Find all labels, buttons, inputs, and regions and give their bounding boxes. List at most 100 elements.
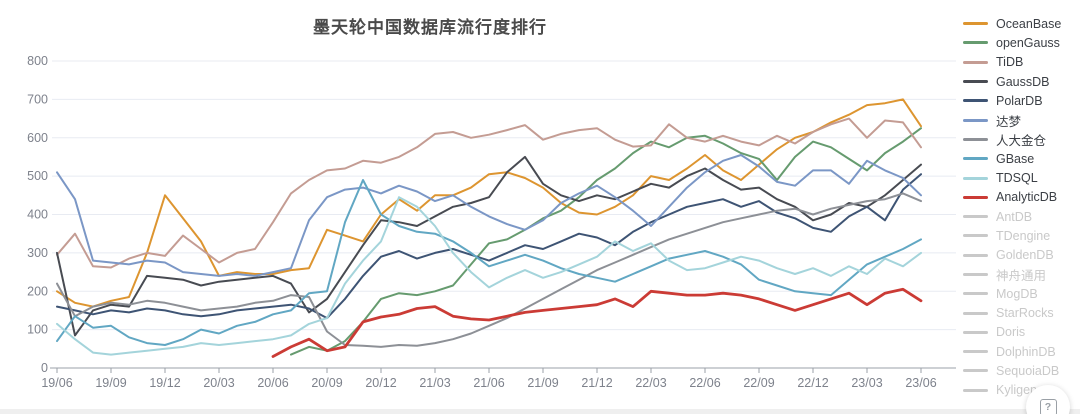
legend-line-swatch xyxy=(963,369,988,373)
legend-item-DolphinDB[interactable]: DolphinDB xyxy=(963,342,1080,361)
legend-line-swatch xyxy=(963,157,988,161)
legend-item-SequoiaDB[interactable]: SequoiaDB xyxy=(963,361,1080,380)
chart-legend: OceanBase openGauss TiDB GaussDB PolarDB 达梦人大… xyxy=(963,14,1080,400)
legend-line-swatch xyxy=(963,60,988,64)
svg-text:22/09: 22/09 xyxy=(743,376,774,390)
series-line-GaussDB xyxy=(56,155,922,337)
legend-item-PolarDB[interactable]: PolarDB xyxy=(963,91,1080,110)
svg-text:21/12: 21/12 xyxy=(581,376,612,390)
legend-item-人大金仓[interactable]: 人大金仓 xyxy=(963,130,1080,149)
legend-item-Doris[interactable]: Doris xyxy=(963,323,1080,342)
svg-text:23/03: 23/03 xyxy=(851,376,882,390)
question-mark-icon: ? xyxy=(1039,398,1057,414)
legend-line-swatch xyxy=(963,22,988,26)
legend-label: TDengine xyxy=(996,228,1051,243)
legend-line-swatch xyxy=(963,292,988,296)
legend-item-达梦[interactable]: 达梦 xyxy=(963,110,1080,129)
legend-label: OceanBase xyxy=(996,16,1062,31)
svg-text:700: 700 xyxy=(27,92,48,106)
legend-label: 神舟通用 xyxy=(996,269,1047,283)
legend-label: SequoiaDB xyxy=(996,363,1060,378)
legend-label: GaussDB xyxy=(996,74,1050,89)
legend-line-swatch xyxy=(963,234,988,238)
legend-label: MogDB xyxy=(996,286,1038,301)
legend-item-StarRocks[interactable]: StarRocks xyxy=(963,303,1080,322)
svg-text:20/03: 20/03 xyxy=(203,376,234,390)
svg-text:20/06: 20/06 xyxy=(257,376,288,390)
legend-item-神舟通用[interactable]: 神舟通用 xyxy=(963,265,1080,284)
legend-line-swatch xyxy=(963,176,988,180)
legend-label: GBase xyxy=(996,151,1035,166)
svg-text:100: 100 xyxy=(27,323,48,337)
legend-label: TDSQL xyxy=(996,171,1038,186)
legend-line-swatch xyxy=(963,80,988,84)
legend-line-swatch xyxy=(963,273,988,276)
legend-label: AnalyticDB xyxy=(996,190,1058,205)
svg-text:0: 0 xyxy=(41,361,48,375)
svg-text:800: 800 xyxy=(27,54,48,68)
series-line-openGauss xyxy=(290,127,922,356)
legend-item-GaussDB[interactable]: GaussDB xyxy=(963,72,1080,91)
help-button[interactable]: ? xyxy=(1026,385,1070,414)
bottom-divider xyxy=(0,409,1080,414)
svg-text:400: 400 xyxy=(27,208,48,222)
svg-text:200: 200 xyxy=(27,284,48,298)
svg-text:19/12: 19/12 xyxy=(149,376,180,390)
series-line-TiDB xyxy=(56,117,922,269)
svg-text:19/09: 19/09 xyxy=(95,376,126,390)
legend-item-OceanBase[interactable]: OceanBase xyxy=(963,14,1080,33)
series-line-PolarDB xyxy=(56,173,922,320)
svg-text:22/03: 22/03 xyxy=(635,376,666,390)
legend-label: Doris xyxy=(996,325,1026,340)
legend-line-swatch xyxy=(963,388,988,392)
svg-text:21/06: 21/06 xyxy=(473,376,504,390)
legend-line-swatch xyxy=(963,137,988,141)
legend-item-AnalyticDB[interactable]: AnalyticDB xyxy=(963,188,1080,207)
legend-line-swatch xyxy=(963,311,988,315)
svg-text:22/06: 22/06 xyxy=(689,376,720,390)
series-line-达梦 xyxy=(56,154,922,277)
legend-label: GoldenDB xyxy=(996,248,1054,263)
legend-line-swatch xyxy=(963,350,988,354)
legend-label: 达梦 xyxy=(996,114,1022,129)
legend-label: PolarDB xyxy=(996,93,1043,108)
svg-text:300: 300 xyxy=(27,246,48,260)
legend-label: 人大金仓 xyxy=(996,133,1047,148)
legend-label: AntDB xyxy=(996,209,1033,224)
svg-text:20/09: 20/09 xyxy=(311,376,342,390)
legend-label: TiDB xyxy=(996,55,1024,70)
chart-plot-area[interactable]: 0 100 200 300 400 500 600 700 800 19/06 19/09 19/12… xyxy=(0,0,960,414)
svg-text:21/09: 21/09 xyxy=(527,376,558,390)
svg-text:21/03: 21/03 xyxy=(419,376,450,390)
chart-title: 墨天轮中国数据库流行度排行 xyxy=(313,18,547,37)
svg-text:600: 600 xyxy=(27,131,48,145)
series-line-TDSQL xyxy=(56,196,922,356)
legend-label: openGauss xyxy=(996,35,1060,50)
legend-line-swatch xyxy=(963,41,988,45)
legend-item-GBase[interactable]: GBase xyxy=(963,149,1080,168)
legend-item-AntDB[interactable]: AntDB xyxy=(963,207,1080,226)
series-line-人大金仓 xyxy=(56,192,922,348)
legend-line-swatch xyxy=(963,99,988,103)
svg-text:22/12: 22/12 xyxy=(797,376,828,390)
legend-line-swatch xyxy=(963,253,988,257)
series-line-AnalyticDB xyxy=(271,287,923,358)
svg-text:23/06: 23/06 xyxy=(905,376,936,390)
svg-text:19/06: 19/06 xyxy=(41,376,72,390)
legend-item-TDSQL[interactable]: TDSQL xyxy=(963,168,1080,187)
series-line-OceanBase xyxy=(56,98,922,308)
svg-text:20/12: 20/12 xyxy=(365,376,396,390)
legend-line-swatch xyxy=(963,195,988,199)
legend-item-GoldenDB[interactable]: GoldenDB xyxy=(963,246,1080,265)
legend-item-openGauss[interactable]: openGauss xyxy=(963,33,1080,52)
legend-label: DolphinDB xyxy=(996,344,1056,359)
legend-line-swatch xyxy=(963,215,988,219)
legend-item-TDengine[interactable]: TDengine xyxy=(963,226,1080,245)
legend-line-swatch xyxy=(963,118,988,122)
legend-label: StarRocks xyxy=(996,306,1054,321)
legend-item-MogDB[interactable]: MogDB xyxy=(963,284,1080,303)
legend-item-TiDB[interactable]: TiDB xyxy=(963,53,1080,72)
legend-line-swatch xyxy=(963,330,988,334)
series-line-GBase xyxy=(56,179,922,346)
